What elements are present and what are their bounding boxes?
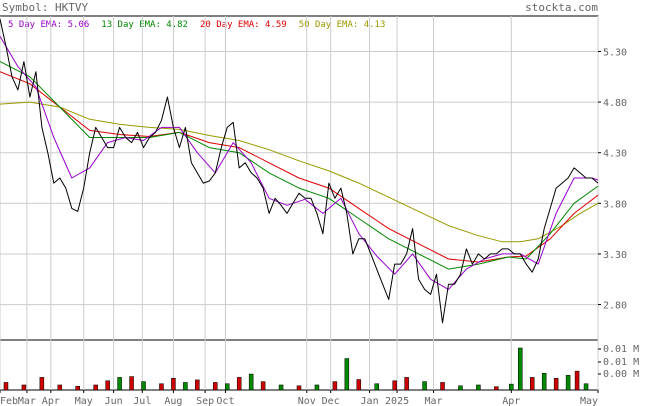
ema50-line xyxy=(0,101,599,243)
volume-bar xyxy=(404,377,409,391)
x-tick-label: May xyxy=(580,396,598,406)
x-tick-label: May xyxy=(75,396,93,406)
volume-bar xyxy=(440,382,445,391)
volume-bar xyxy=(509,383,514,391)
legend-entry: 13 Day EMA: 4.82 xyxy=(101,20,188,30)
x-tick-label: Sep xyxy=(196,396,214,406)
x-tick-label: Mar xyxy=(18,396,36,406)
volume-axis: 0.01 M0.01 M0.00 M xyxy=(598,344,639,380)
volume-bar xyxy=(141,381,146,391)
x-tick-label: Aug xyxy=(164,396,182,406)
price-axis: 5.30 4.80 4.30 3.80 3.30 2.80 xyxy=(598,47,627,312)
volume-bar xyxy=(529,377,535,391)
legend-entry: 20 Day EMA: 4.59 xyxy=(200,20,287,30)
volume-bar xyxy=(314,384,320,391)
volume-bar xyxy=(541,372,547,391)
volume-bar xyxy=(392,380,397,391)
volume-bar xyxy=(260,381,266,391)
volume-bar xyxy=(583,383,589,391)
x-tick-label: Jul xyxy=(133,396,151,406)
x-tick-label: Mar xyxy=(425,396,443,406)
volume-bar xyxy=(344,358,350,391)
volume-bar xyxy=(159,383,164,391)
volume-bar xyxy=(332,381,338,391)
volume-tick-label: 0.01 M xyxy=(603,344,639,355)
volume-tick-label: 0.01 M xyxy=(603,357,639,368)
ema20-line xyxy=(0,71,599,263)
grid xyxy=(0,16,599,390)
y-tick-label: 4.30 xyxy=(603,149,627,160)
date-axis: Feb Mar Apr May Jun Jul Aug Sep Oct Nov Dec Jan 2025… xyxy=(0,390,599,406)
y-tick-label: 4.80 xyxy=(603,98,627,109)
ema-legend: 5 Day EMA: 5.06 13 Day EMA: 4.82 20 Day EM… xyxy=(8,20,385,30)
ema5-line xyxy=(0,36,599,290)
volume-bar xyxy=(458,385,463,391)
volume-bar xyxy=(278,384,284,391)
volume-bar xyxy=(553,377,559,391)
y-tick-label: 2.80 xyxy=(603,301,627,312)
volume-bar xyxy=(224,383,230,391)
volume-panel-frame xyxy=(0,339,599,391)
volume-bar xyxy=(213,382,218,391)
volume-bars xyxy=(3,347,589,391)
volume-bar xyxy=(129,376,134,391)
x-tick-label: Apr xyxy=(502,396,520,406)
x-tick-label: Nov xyxy=(298,396,316,406)
volume-bar xyxy=(93,384,98,391)
y-tick-label: 5.30 xyxy=(603,47,627,58)
volume-bar xyxy=(356,379,362,391)
series-layer xyxy=(0,18,599,324)
volume-bar xyxy=(57,384,63,391)
x-tick-label: Oct xyxy=(216,396,234,406)
y-tick-label: 3.80 xyxy=(603,199,627,210)
volume-bar xyxy=(248,373,254,391)
volume-tick-label: 0.00 M xyxy=(603,369,639,380)
volume-bar xyxy=(183,382,188,391)
x-tick-label: Feb xyxy=(0,396,18,406)
volume-bar xyxy=(296,385,302,391)
volume-bar xyxy=(574,370,580,391)
ema13-line xyxy=(0,61,599,270)
y-tick-label: 3.30 xyxy=(603,250,627,261)
volume-bar xyxy=(494,386,499,391)
x-tick-label: Apr xyxy=(42,396,60,406)
volume-bar xyxy=(565,375,571,391)
volume-bar xyxy=(236,377,242,391)
volume-bar xyxy=(39,377,45,391)
volume-bar xyxy=(518,347,523,391)
x-tick-label: Jan xyxy=(361,396,379,406)
volume-bar xyxy=(476,384,481,391)
volume-bar xyxy=(75,385,80,391)
volume-bar xyxy=(195,379,200,391)
brand-label: stockta.com xyxy=(525,1,598,14)
price-line xyxy=(0,18,599,324)
volume-bar xyxy=(374,383,379,391)
legend-entry: 5 Day EMA: 5.06 xyxy=(8,20,89,30)
x-tick-label: Jun xyxy=(105,396,123,406)
volume-bar xyxy=(105,380,110,391)
x-tick-label: 2025 xyxy=(385,396,409,406)
volume-bar xyxy=(117,377,122,391)
volume-bar xyxy=(422,381,427,391)
volume-bar xyxy=(3,382,9,391)
volume-bar xyxy=(171,377,176,391)
x-tick-label: Dec xyxy=(322,396,340,406)
legend-entry: 50 Day EMA: 4.13 xyxy=(299,20,386,30)
symbol-label: Symbol: HKTVY xyxy=(2,1,88,14)
volume-bar xyxy=(21,384,27,391)
